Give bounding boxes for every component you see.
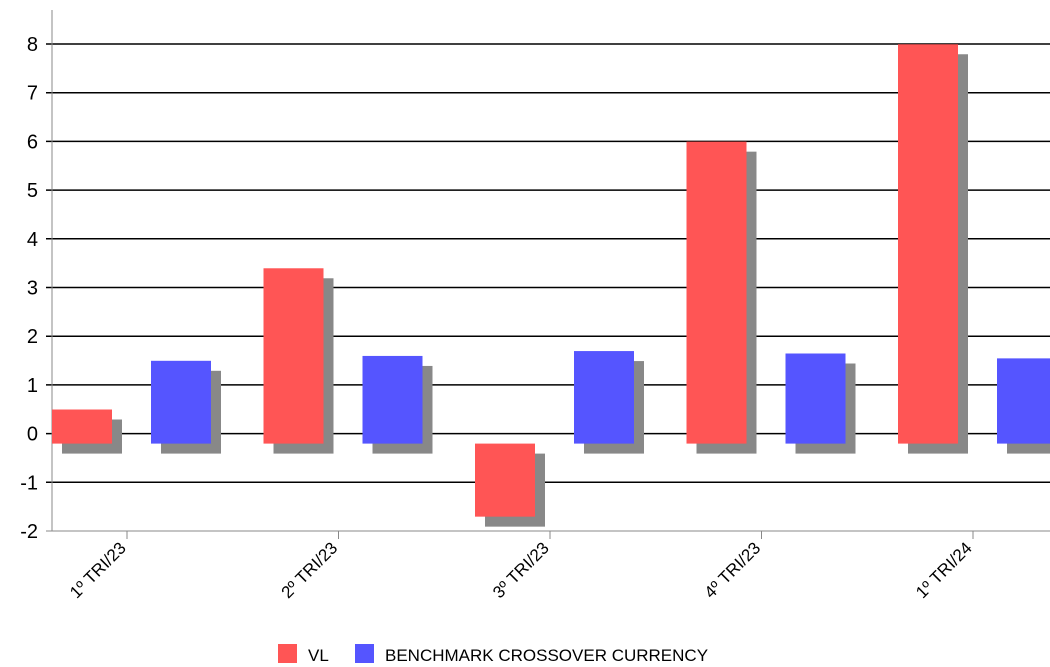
- y-tick-label: 0: [27, 424, 38, 446]
- legend-swatch: [355, 644, 374, 663]
- y-tick-label: 4: [27, 229, 38, 251]
- x-tick-label: 2º TRI/23: [278, 538, 342, 602]
- legend-swatch: [278, 644, 297, 663]
- bar-group: [263, 268, 334, 454]
- x-tick-label: 4º TRI/23: [701, 538, 765, 602]
- bar-group: [362, 355, 433, 454]
- y-tick-label: 5: [27, 180, 38, 202]
- bars: [52, 44, 1050, 527]
- bar: [362, 355, 423, 444]
- bar-group: [475, 443, 545, 527]
- legend-label: BENCHMARK CROSSOVER CURRENCY: [385, 646, 708, 665]
- bar-group: [151, 360, 221, 454]
- bar-group: [785, 353, 856, 454]
- y-tick-label: 8: [27, 34, 38, 56]
- x-tick-label: 1º TRI/24: [912, 538, 976, 602]
- bar-group: [898, 44, 968, 454]
- bar-group: [686, 141, 757, 454]
- y-tick-label: -2: [20, 521, 38, 543]
- bar: [52, 409, 112, 444]
- bar-group: [574, 351, 644, 454]
- y-tick-label: 1: [27, 375, 38, 397]
- legend-label: VL: [308, 646, 329, 665]
- bar: [898, 44, 958, 444]
- legend-item: VL: [278, 644, 329, 665]
- legend-item: BENCHMARK CROSSOVER CURRENCY: [355, 644, 708, 665]
- bar: [475, 443, 535, 517]
- y-tick-label: 2: [27, 326, 38, 348]
- x-tick-label: 1º TRI/23: [66, 538, 130, 602]
- bar: [574, 351, 634, 444]
- bar: [151, 360, 211, 444]
- y-tick-label: 3: [27, 278, 38, 300]
- bar-group: [997, 358, 1050, 454]
- x-axis: 1º TRI/23 2º TRI/23 3º TRI/23 4º TRI/23 1º T…: [66, 531, 976, 602]
- bar: [686, 141, 747, 444]
- y-tick-label: 7: [27, 83, 38, 105]
- bar: [997, 358, 1050, 444]
- y-axis: -2 -1 0 1 2 3 4 5 6 7 8: [20, 10, 53, 543]
- legend: VL BENCHMARK CROSSOVER CURRENCY: [278, 644, 708, 665]
- y-tick-label: -1: [20, 472, 38, 494]
- bar: [263, 268, 324, 444]
- x-tick-label: 3º TRI/23: [489, 538, 553, 602]
- bar-group: [52, 409, 122, 454]
- y-tick-label: 6: [27, 131, 38, 153]
- bar: [785, 353, 846, 444]
